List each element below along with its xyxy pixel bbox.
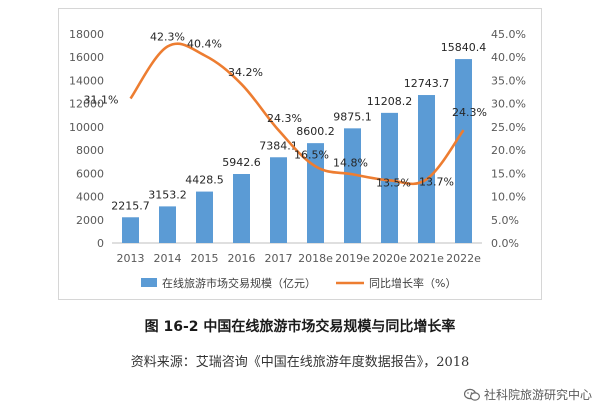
combo-chart: 0 2000 4000 6000 8000 10000 12000 14000 16000 180… bbox=[69, 28, 526, 290]
bar-value-label: 11208.2 bbox=[367, 95, 413, 108]
y-left-tick-label: 16000 bbox=[69, 51, 104, 64]
bar-value-label: 9875.1 bbox=[333, 110, 372, 123]
y-right-tick-label: 45.0% bbox=[491, 28, 526, 41]
bar-value-label: 15840.4 bbox=[441, 41, 487, 54]
x-tick-label: 2016 bbox=[228, 252, 256, 265]
line-value-label: 24.3% bbox=[267, 112, 302, 125]
bar bbox=[270, 157, 287, 243]
line-value-label: 14.8% bbox=[333, 156, 368, 169]
x-tick-label: 2019e bbox=[335, 252, 370, 265]
x-tick-label: 2013 bbox=[117, 252, 145, 265]
growth-rate-line bbox=[129, 42, 465, 186]
bar-value-label: 3153.2 bbox=[148, 188, 187, 201]
y-left-tick-label: 4000 bbox=[76, 191, 104, 204]
y-left-tick-label: 2000 bbox=[76, 214, 104, 227]
bar-value-label: 12743.7 bbox=[404, 77, 450, 90]
figure-source: 资料来源：艾瑞咨询《中国在线旅游年度数据报告》，2018 bbox=[130, 355, 470, 370]
bar bbox=[233, 173, 250, 243]
x-tick-label: 2015 bbox=[191, 252, 219, 265]
y-right-tick-label: 25.0% bbox=[491, 121, 526, 134]
line-value-label: 31.1% bbox=[84, 94, 119, 107]
line-value-label: 34.2% bbox=[228, 66, 263, 79]
bar-value-label: 5942.6 bbox=[222, 156, 261, 169]
x-tick-label: 2021e bbox=[409, 252, 444, 265]
figure-caption: 图 16-2 中国在线旅游市场交易规模与同比增长率 bbox=[144, 319, 456, 335]
y-left-tick-label: 8000 bbox=[76, 144, 104, 157]
y-right-tick-label: 5.0% bbox=[491, 214, 519, 227]
legend-bar-swatch bbox=[141, 278, 157, 287]
chart-frame bbox=[58, 8, 542, 300]
y-right-tick-label: 0.0% bbox=[491, 237, 519, 250]
legend-bar-label: 在线旅游市场交易规模（亿元） bbox=[162, 276, 316, 290]
bar-value-label: 4428.5 bbox=[185, 174, 224, 187]
x-tick-label: 2020e bbox=[372, 252, 407, 265]
x-tick-label: 2018e bbox=[298, 252, 333, 265]
x-tick-label: 2022e bbox=[446, 252, 481, 265]
legend-line-label: 同比增长率（%） bbox=[369, 276, 456, 290]
line-value-label: 16.5% bbox=[294, 148, 329, 161]
bar-value-label: 8600.2 bbox=[296, 125, 335, 138]
bar bbox=[418, 95, 435, 243]
y-right-tick-label: 40.0% bbox=[491, 51, 526, 64]
bar bbox=[196, 191, 213, 243]
bar bbox=[455, 59, 472, 244]
bar bbox=[159, 206, 176, 243]
y-left-tick-label: 10000 bbox=[69, 121, 104, 134]
wechat-icon bbox=[463, 388, 480, 402]
x-tick-label: 2017 bbox=[265, 252, 293, 265]
y-right-tick-label: 35.0% bbox=[491, 74, 526, 87]
bar bbox=[344, 128, 361, 243]
y-left-tick-label: 12000 bbox=[69, 98, 104, 111]
line-value-label: 40.4% bbox=[187, 37, 222, 50]
bar bbox=[381, 112, 398, 243]
watermark-text: 社科院旅游研究中心 bbox=[483, 388, 592, 402]
y-right-tick-label: 20.0% bbox=[491, 144, 526, 157]
bar bbox=[122, 217, 139, 243]
y-right-tick-label: 30.0% bbox=[491, 98, 526, 111]
y-right-tick-label: 10.0% bbox=[491, 191, 526, 204]
y-left-tick-label: 18000 bbox=[69, 28, 104, 41]
y-right-tick-label: 15.0% bbox=[491, 167, 526, 180]
line-value-label: 13.7% bbox=[419, 175, 454, 188]
watermark: 社科院旅游研究中心 bbox=[463, 386, 592, 403]
y-left-tick-label: 6000 bbox=[76, 167, 104, 180]
y-left-tick-label: 14000 bbox=[69, 74, 104, 87]
bar-value-label: 2215.7 bbox=[111, 199, 150, 212]
x-tick-label: 2014 bbox=[154, 252, 182, 265]
y-left-tick-label: 0 bbox=[97, 237, 104, 250]
line-value-label: 42.3% bbox=[150, 31, 185, 44]
line-value-label: 24.3% bbox=[452, 106, 487, 119]
line-value-label: 13.5% bbox=[376, 176, 411, 189]
